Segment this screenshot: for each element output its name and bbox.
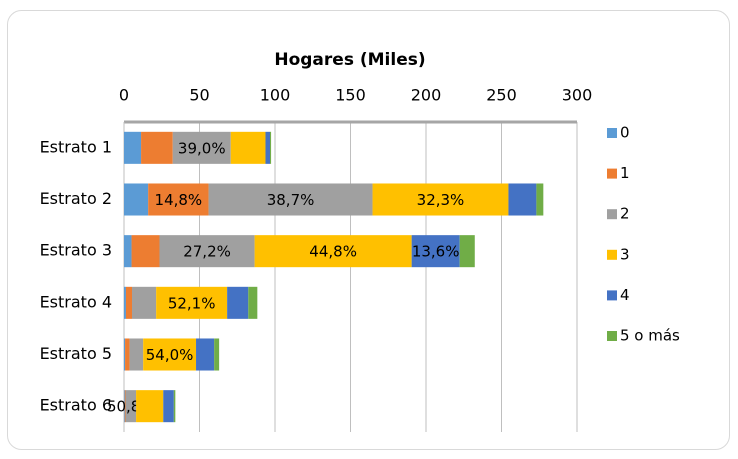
bar-segment	[124, 390, 126, 423]
bar-segment	[265, 131, 271, 164]
legend-label: 3	[620, 245, 630, 263]
bar-segment	[124, 286, 126, 319]
bar-segment	[148, 183, 209, 216]
data-label: 38,7%	[267, 191, 315, 209]
bar-segment	[125, 286, 133, 319]
bar-segment	[163, 390, 174, 423]
y-tick-label: Estrato 3	[40, 241, 112, 260]
data-label: 44,8%	[309, 243, 357, 261]
y-tick-label: Estrato 2	[40, 189, 112, 208]
legend-label: 4	[620, 286, 630, 304]
chart-frame	[7, 10, 730, 450]
data-label: 14,8%	[155, 191, 203, 209]
bar-segment	[214, 338, 220, 371]
bar-segment	[248, 286, 258, 319]
bar-segment	[372, 183, 509, 216]
legend-label: 0	[620, 124, 630, 142]
x-tick-label: 150	[335, 86, 366, 105]
legend-swatch	[607, 290, 617, 301]
bar-segment	[124, 183, 149, 216]
data-label: 52,1%	[168, 294, 216, 312]
bar-segment	[227, 286, 249, 319]
data-label: 27,2%	[183, 243, 231, 261]
bar-segment	[124, 338, 126, 371]
bar-segment	[124, 131, 142, 164]
bar-segment	[159, 235, 255, 268]
bar-segment	[173, 390, 176, 423]
bar-segment	[459, 235, 475, 268]
legend-swatch	[607, 168, 617, 179]
bar-segment	[196, 338, 215, 371]
y-tick-label: Estrato 4	[40, 292, 112, 311]
bar-segment	[172, 131, 231, 164]
legend-label: 1	[620, 164, 630, 182]
bar-segment	[125, 338, 130, 371]
y-tick-label: Estrato 6	[40, 396, 112, 415]
data-label: 32,3%	[417, 191, 465, 209]
x-tick-label: 50	[189, 86, 209, 105]
bar-segment	[143, 338, 197, 371]
x-tick-label: 300	[562, 86, 593, 105]
bar-segment	[270, 131, 272, 164]
bar-segment	[508, 183, 537, 216]
x-tick-label: 0	[119, 86, 129, 105]
legend-swatch	[607, 331, 617, 341]
bar-segment	[208, 183, 373, 216]
bar-segment	[136, 390, 164, 423]
legend-label: 2	[620, 205, 630, 223]
legend-label: 5 o más	[620, 327, 680, 345]
chart-title: Hogares (Miles)	[274, 50, 425, 70]
bar-segment	[129, 338, 144, 371]
bar-segment	[124, 390, 125, 423]
y-tick-label: Estrato 1	[40, 137, 112, 156]
data-label: 13,6%	[412, 243, 460, 261]
bar-segment	[124, 235, 132, 268]
legend-swatch	[607, 249, 617, 260]
bar-segment	[125, 390, 137, 423]
x-tick-label: 200	[411, 86, 442, 105]
bar-segment	[254, 235, 412, 268]
bar-segment	[230, 131, 266, 164]
legend-swatch	[607, 209, 617, 220]
data-label: 39,0%	[178, 139, 226, 157]
data-label: 54,0%	[146, 346, 194, 364]
bar-segment	[132, 286, 157, 319]
legend-swatch	[607, 128, 617, 138]
bar-segment	[536, 183, 544, 216]
bar-segment	[411, 235, 460, 268]
x-tick-label: 100	[260, 86, 291, 105]
bar-segment	[156, 286, 228, 319]
bar-segment	[131, 235, 160, 268]
bar-segment	[141, 131, 173, 164]
y-tick-label: Estrato 5	[40, 344, 112, 363]
x-tick-label: 250	[486, 86, 517, 105]
